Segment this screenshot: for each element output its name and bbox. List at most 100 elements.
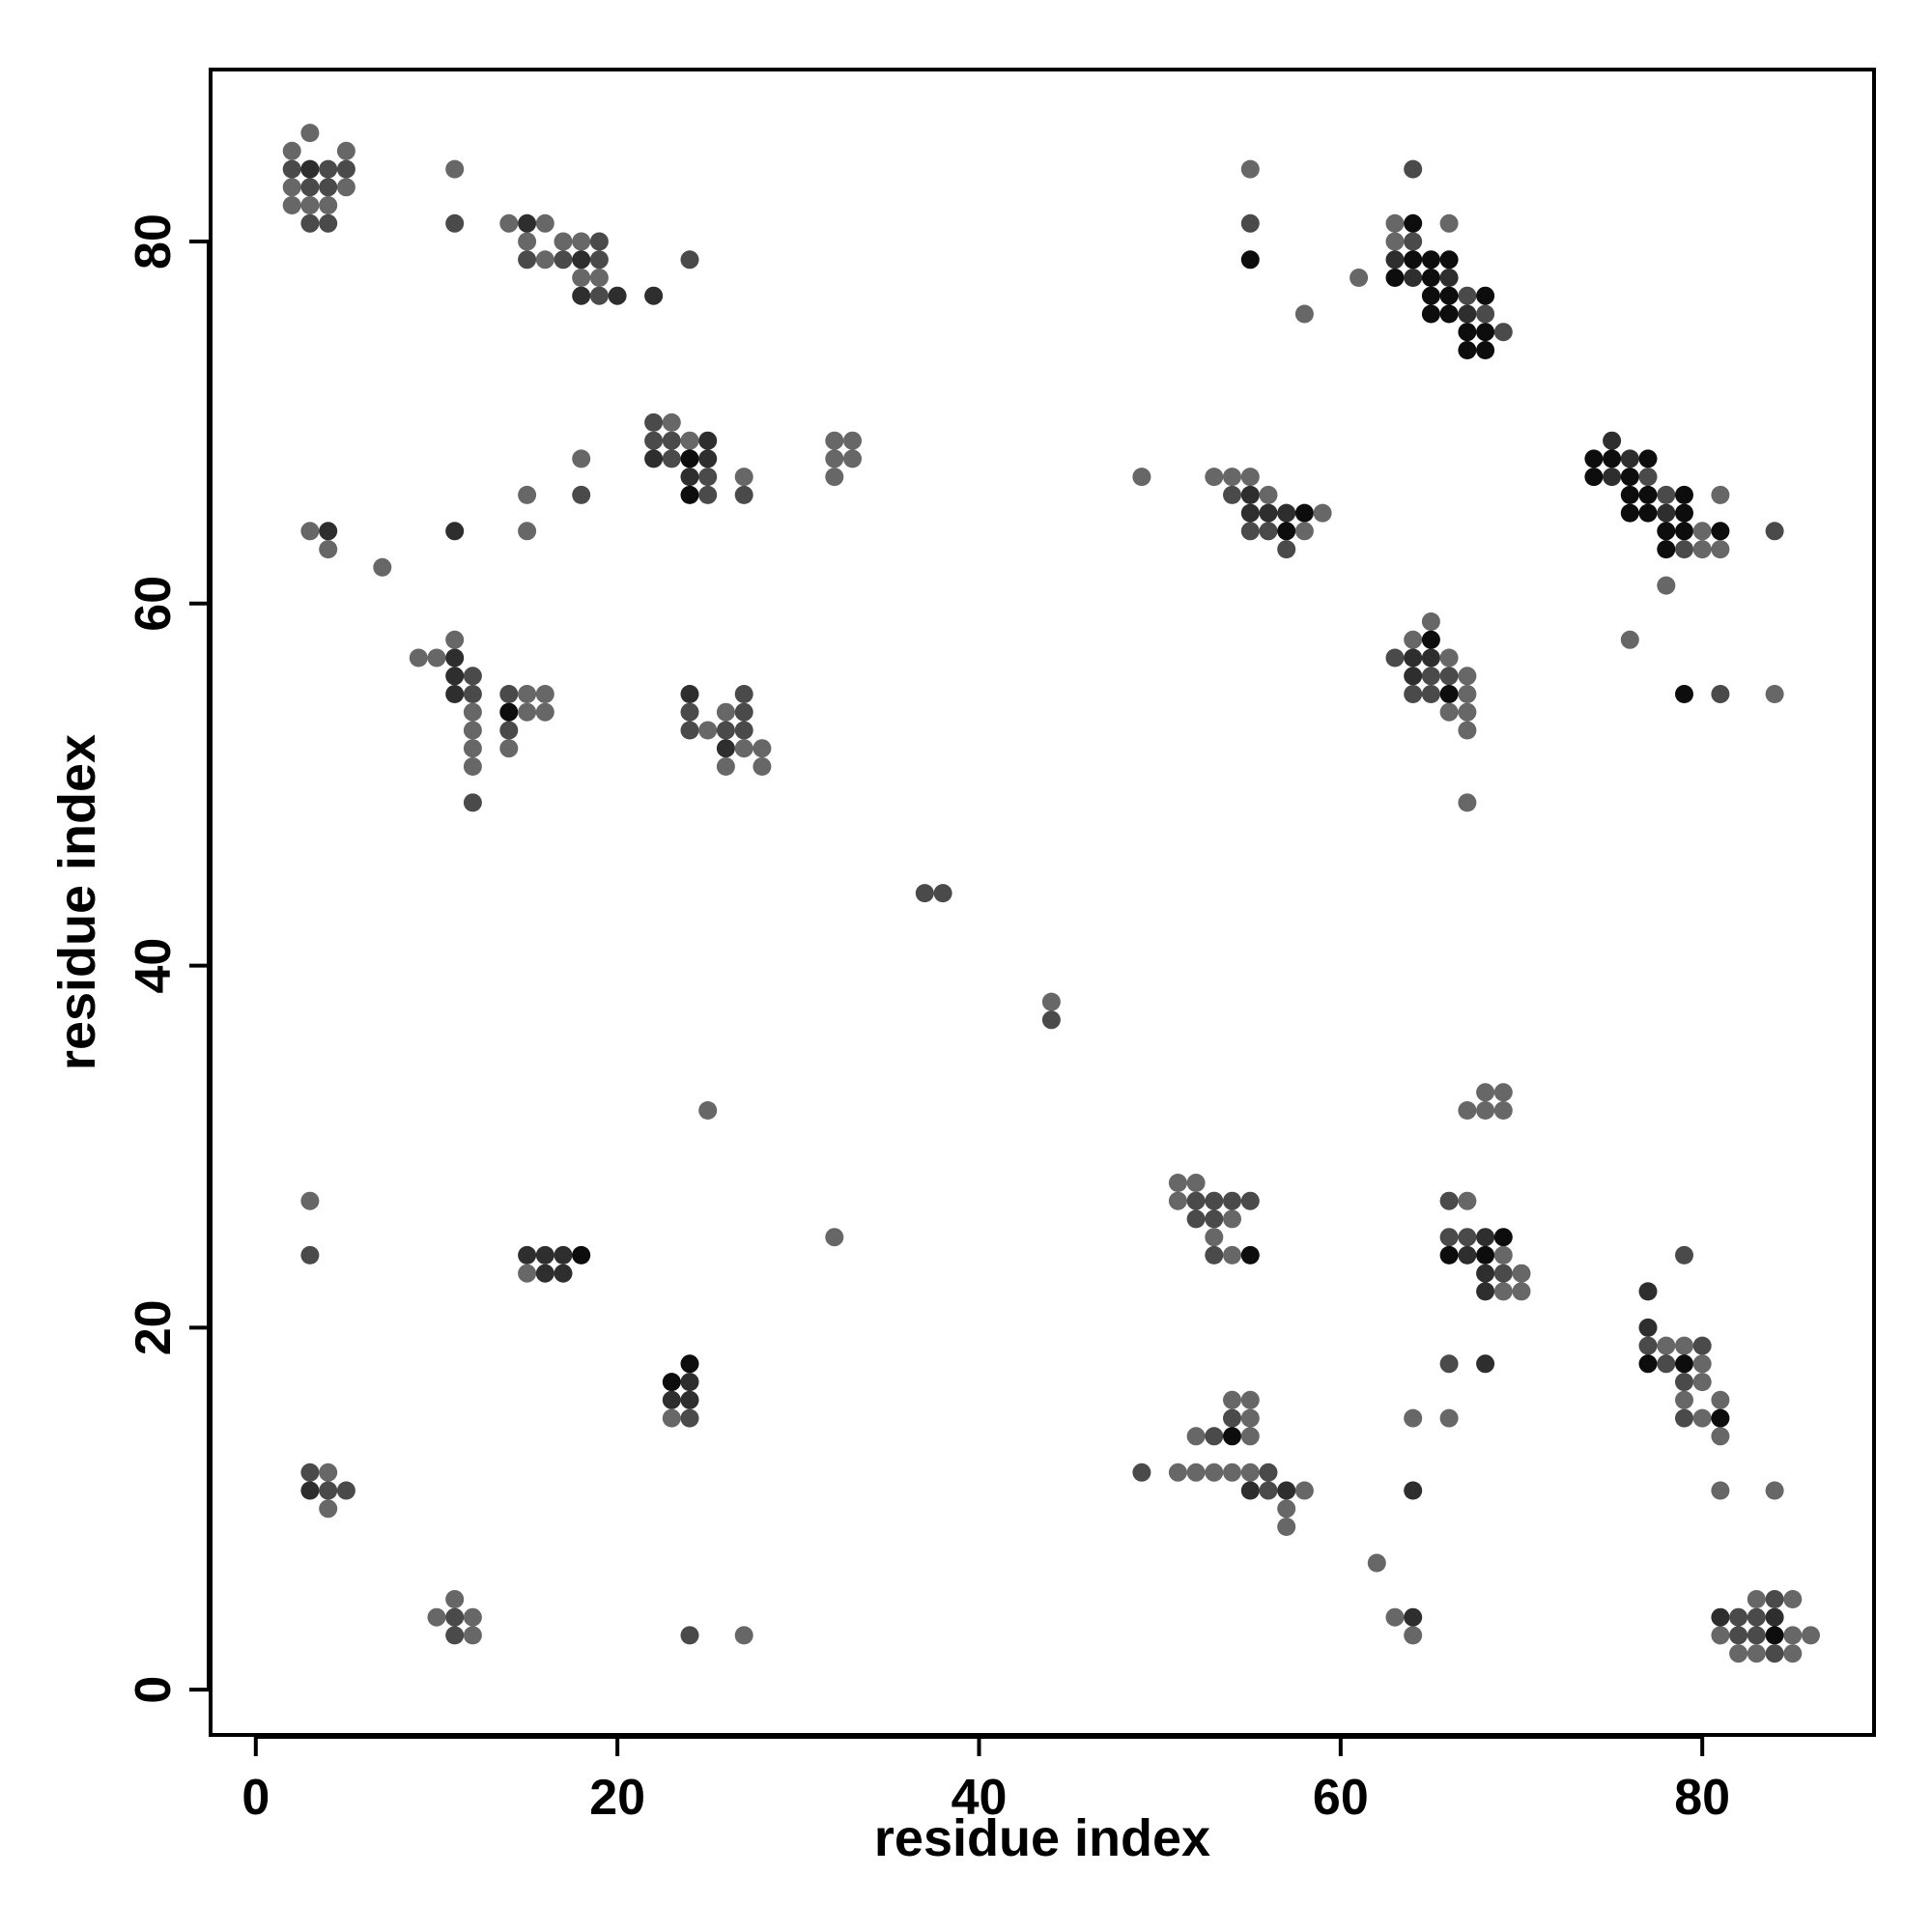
data-point [1493, 1101, 1513, 1120]
data-point [1692, 522, 1712, 541]
data-point [662, 431, 681, 450]
data-point [1620, 468, 1639, 487]
data-point [300, 196, 320, 214]
data-point [1692, 1373, 1712, 1392]
data-point [1657, 540, 1676, 559]
data-point [1205, 1427, 1224, 1446]
y-axis-title: residue index [48, 734, 106, 1070]
data-point [1404, 250, 1423, 270]
data-point [1458, 323, 1477, 342]
data-point [319, 213, 338, 233]
data-point [716, 721, 735, 740]
data-point [716, 702, 735, 722]
data-point [1421, 612, 1440, 631]
data-point [1476, 286, 1495, 305]
data-point [1294, 522, 1314, 541]
data-point [463, 685, 482, 703]
data-point [1476, 1245, 1495, 1264]
data-point [499, 685, 519, 703]
data-point [554, 250, 573, 270]
data-point [680, 431, 699, 450]
x-axis-title: residue index [874, 1809, 1210, 1867]
data-point [1765, 1626, 1784, 1645]
data-point [1620, 449, 1639, 469]
points-layer [282, 124, 1820, 1663]
data-point [1476, 1264, 1495, 1283]
data-point [572, 269, 591, 287]
data-point [1277, 522, 1296, 541]
data-point [518, 485, 537, 504]
data-point [1404, 685, 1423, 703]
data-point [698, 485, 718, 504]
data-point [1711, 1408, 1730, 1428]
data-point [680, 1626, 699, 1645]
data-point [1404, 630, 1423, 649]
data-point [572, 250, 591, 270]
data-point [589, 269, 609, 287]
data-point [1439, 1354, 1459, 1374]
data-point [1512, 1264, 1531, 1283]
data-point [1675, 1354, 1693, 1374]
data-point [1675, 1336, 1693, 1355]
data-point [1041, 1010, 1061, 1030]
data-point [409, 648, 428, 668]
data-point [1277, 540, 1296, 559]
data-point [1458, 1101, 1477, 1120]
y-tick-label: 0 [126, 1676, 182, 1704]
data-point [535, 250, 554, 270]
data-point [427, 648, 446, 668]
data-point [662, 412, 681, 432]
data-point [753, 757, 772, 776]
data-point [282, 196, 301, 214]
data-point [1476, 323, 1495, 342]
data-point [445, 667, 465, 686]
data-point [1259, 485, 1278, 504]
data-point [1603, 449, 1622, 469]
data-point [608, 286, 627, 305]
data-point [282, 141, 301, 160]
data-point [1638, 449, 1658, 469]
data-point [1493, 1282, 1513, 1301]
data-point [1493, 1228, 1513, 1247]
data-point [554, 232, 573, 251]
data-point [300, 522, 320, 541]
data-point [1404, 1408, 1423, 1428]
y-tick-label: 40 [126, 938, 182, 994]
data-point [1638, 468, 1658, 487]
data-point [716, 739, 735, 758]
data-point [1421, 286, 1440, 305]
data-point [319, 196, 338, 214]
data-point [1223, 1245, 1241, 1264]
data-point [680, 702, 699, 722]
data-point [463, 702, 482, 722]
data-point [1783, 1626, 1803, 1645]
data-point [1675, 1373, 1693, 1392]
data-point [1638, 485, 1658, 504]
data-point [1168, 1174, 1187, 1192]
data-point [1277, 1499, 1296, 1519]
data-point [1439, 304, 1459, 324]
data-point [1132, 1463, 1151, 1482]
data-point [1404, 667, 1423, 686]
data-point [1439, 1245, 1459, 1264]
data-point [1729, 1626, 1748, 1645]
data-point [1385, 648, 1405, 668]
data-point [1240, 468, 1260, 487]
data-point [1692, 1354, 1712, 1374]
data-point [1259, 503, 1278, 523]
data-point [1493, 1083, 1513, 1102]
data-point [300, 1481, 320, 1500]
data-point [1439, 269, 1459, 287]
data-point [825, 1228, 844, 1247]
data-point [589, 232, 609, 251]
data-point [698, 431, 718, 450]
data-point [445, 685, 465, 703]
data-point [1765, 685, 1784, 703]
data-point [499, 702, 519, 722]
data-point [1458, 304, 1477, 324]
data-point [1675, 485, 1693, 504]
data-point [1458, 667, 1477, 686]
data-point [843, 449, 862, 469]
data-point [1404, 1626, 1423, 1645]
data-point [1657, 1354, 1676, 1374]
